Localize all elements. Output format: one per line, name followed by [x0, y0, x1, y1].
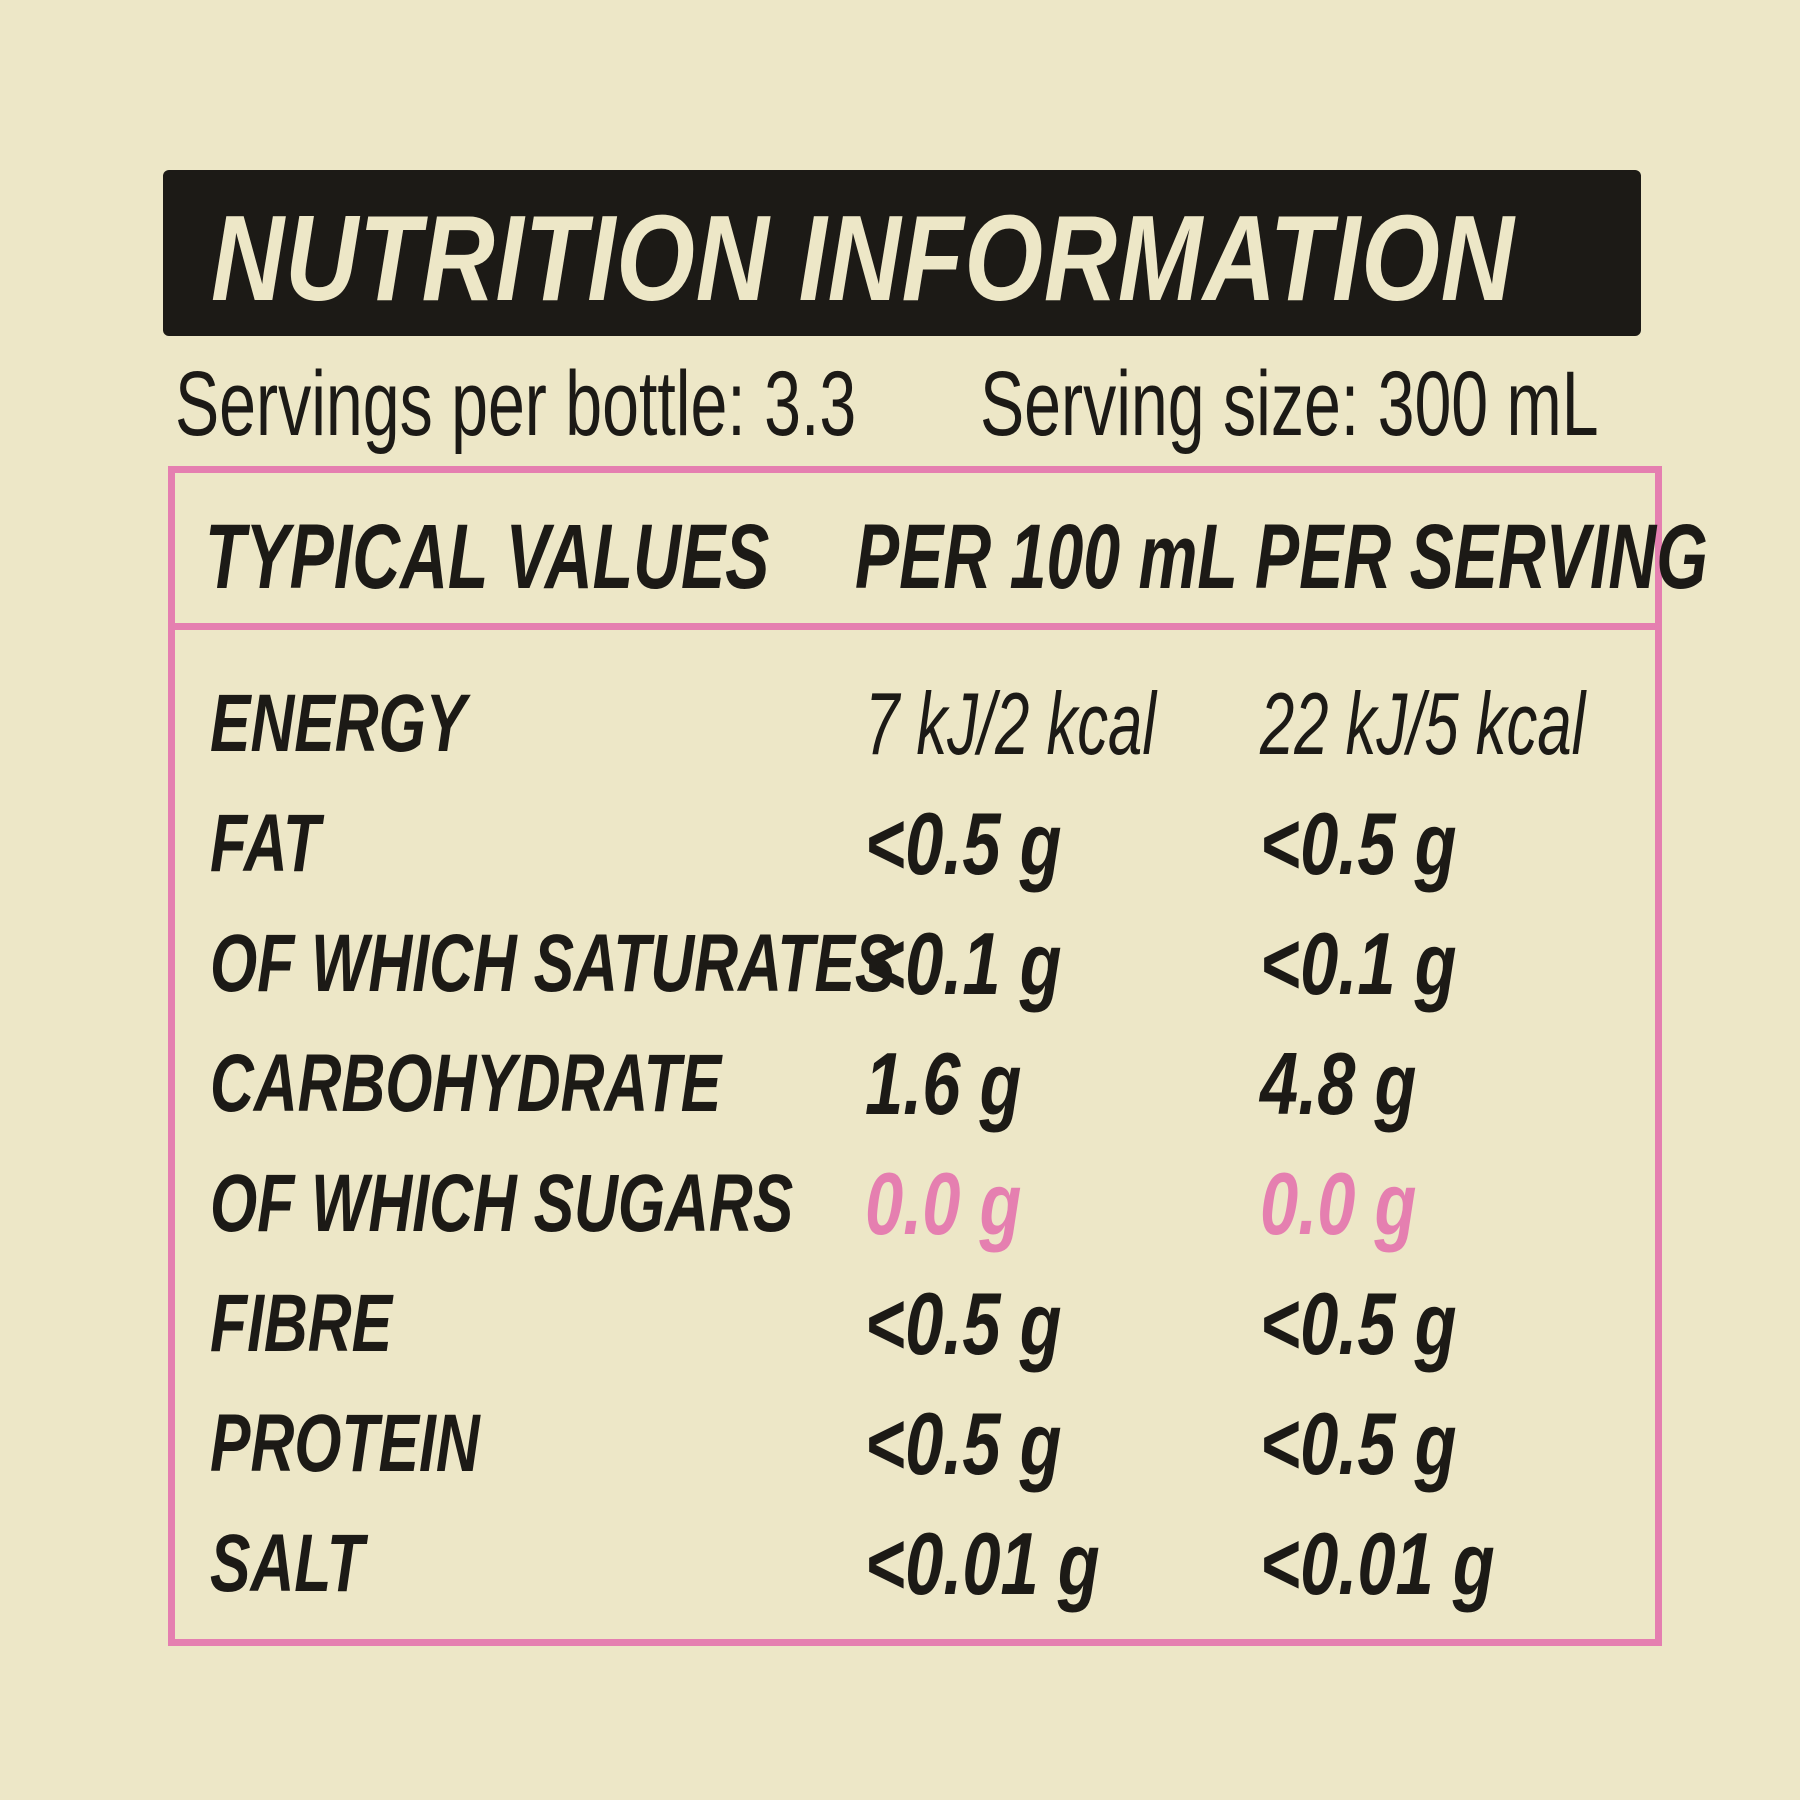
value-per-100ml: <0.1 g [865, 914, 1062, 1013]
value-per-serving: 0.0 g [1260, 1154, 1417, 1253]
value-per-serving: 22 kJ/5 kcal [1260, 674, 1586, 773]
nutrient-label: FIBRE [210, 1278, 393, 1369]
nutrient-label: OF WHICH SUGARS [210, 1158, 794, 1249]
value-per-serving: <0.1 g [1260, 914, 1457, 1013]
nutrition-table: TYPICAL VALUES PER 100 mL PER SERVING EN… [168, 466, 1708, 1646]
header-per-100ml: PER 100 mL [855, 506, 1238, 608]
value-per-100ml: <0.01 g [865, 1514, 1100, 1613]
title-banner: NUTRITION INFORMATION [163, 170, 1641, 336]
value-per-100ml: <0.5 g [865, 1394, 1062, 1493]
value-per-serving: <0.5 g [1260, 1394, 1457, 1493]
value-per-100ml: <0.5 g [865, 1274, 1062, 1373]
servings-per-bottle: Servings per bottle: 3.3 [175, 353, 857, 455]
nutrient-label: OF WHICH SATURATES [210, 918, 896, 1009]
serving-size: Serving size: 300 mL [980, 353, 1599, 455]
value-per-100ml: 0.0 g [865, 1154, 1022, 1253]
header-per-serving: PER SERVING [1255, 506, 1708, 608]
nutrient-label: PROTEIN [210, 1398, 480, 1489]
nutrient-label: ENERGY [210, 678, 467, 769]
value-per-100ml: 1.6 g [865, 1034, 1022, 1133]
value-per-serving: <0.01 g [1260, 1514, 1495, 1613]
value-per-serving: <0.5 g [1260, 1274, 1457, 1373]
page-title: NUTRITION INFORMATION [211, 190, 1515, 326]
value-per-serving: <0.5 g [1260, 794, 1457, 893]
value-per-100ml: 7 kJ/2 kcal [865, 674, 1157, 773]
header-typical-values: TYPICAL VALUES [205, 506, 770, 608]
nutrient-label: FAT [210, 798, 321, 889]
value-per-100ml: <0.5 g [865, 794, 1062, 893]
nutrient-label: CARBOHYDRATE [210, 1038, 722, 1129]
nutrient-label: SALT [210, 1518, 364, 1609]
header-divider [175, 623, 1655, 630]
value-per-serving: 4.8 g [1260, 1034, 1417, 1133]
